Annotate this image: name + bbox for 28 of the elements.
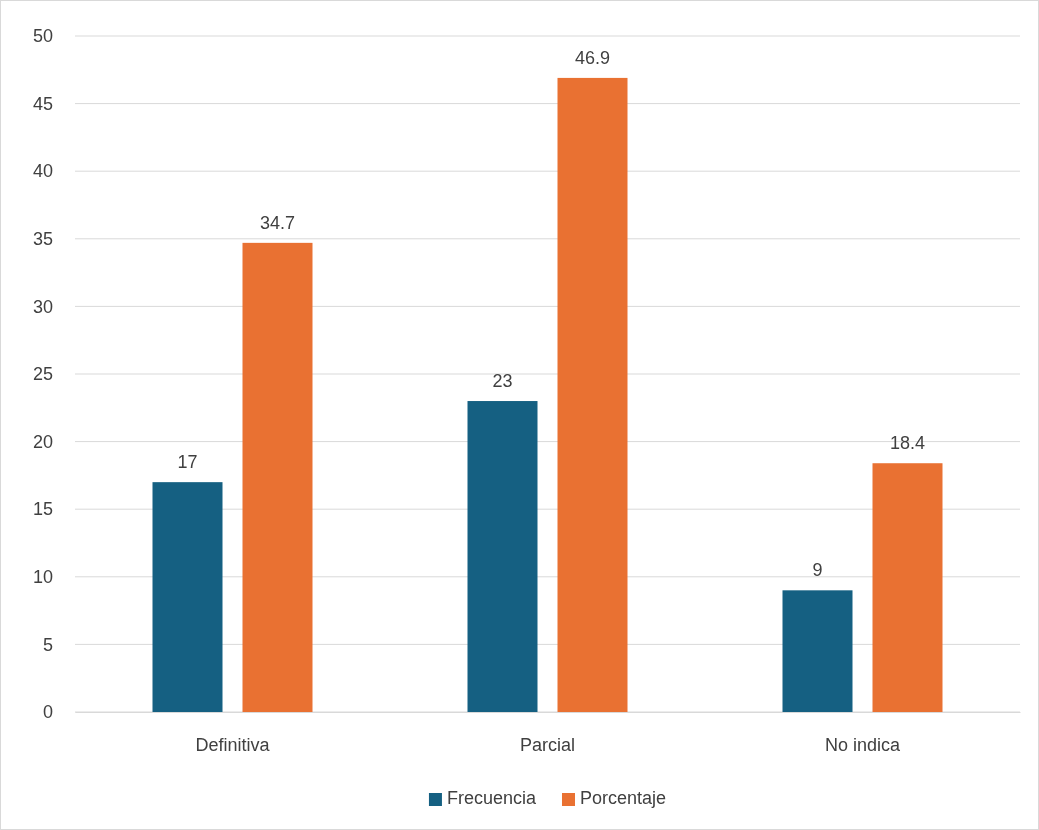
bar	[467, 401, 538, 712]
data-label: 23	[492, 371, 513, 392]
data-label: 9	[812, 560, 823, 581]
y-tick-label: 15	[32, 499, 53, 520]
x-tick-label: Definitiva	[195, 734, 271, 755]
bar	[152, 482, 223, 712]
data-label: 46.9	[574, 47, 611, 68]
bar	[782, 590, 853, 712]
data-label: 17	[177, 452, 198, 473]
y-tick-label: 10	[32, 567, 53, 588]
y-tick-label: 25	[32, 364, 53, 385]
legend-label: Frecuencia	[446, 788, 537, 808]
bar	[242, 242, 313, 712]
x-tick-label: Parcial	[519, 734, 576, 755]
bar	[557, 77, 628, 712]
data-label: 18.4	[889, 433, 926, 454]
legend-label: Porcentaje	[579, 788, 667, 808]
x-tick-label: No indica	[824, 734, 902, 755]
y-tick-label: 45	[32, 93, 53, 114]
data-label: 34.7	[259, 212, 296, 233]
bar	[872, 463, 943, 712]
y-tick-label: 20	[32, 431, 53, 452]
y-tick-label: 35	[32, 229, 53, 250]
y-tick-label: 50	[32, 26, 53, 47]
y-tick-label: 5	[42, 634, 53, 655]
y-tick-label: 40	[32, 161, 53, 182]
y-tick-label: 0	[42, 702, 53, 723]
y-tick-label: 30	[32, 296, 53, 317]
